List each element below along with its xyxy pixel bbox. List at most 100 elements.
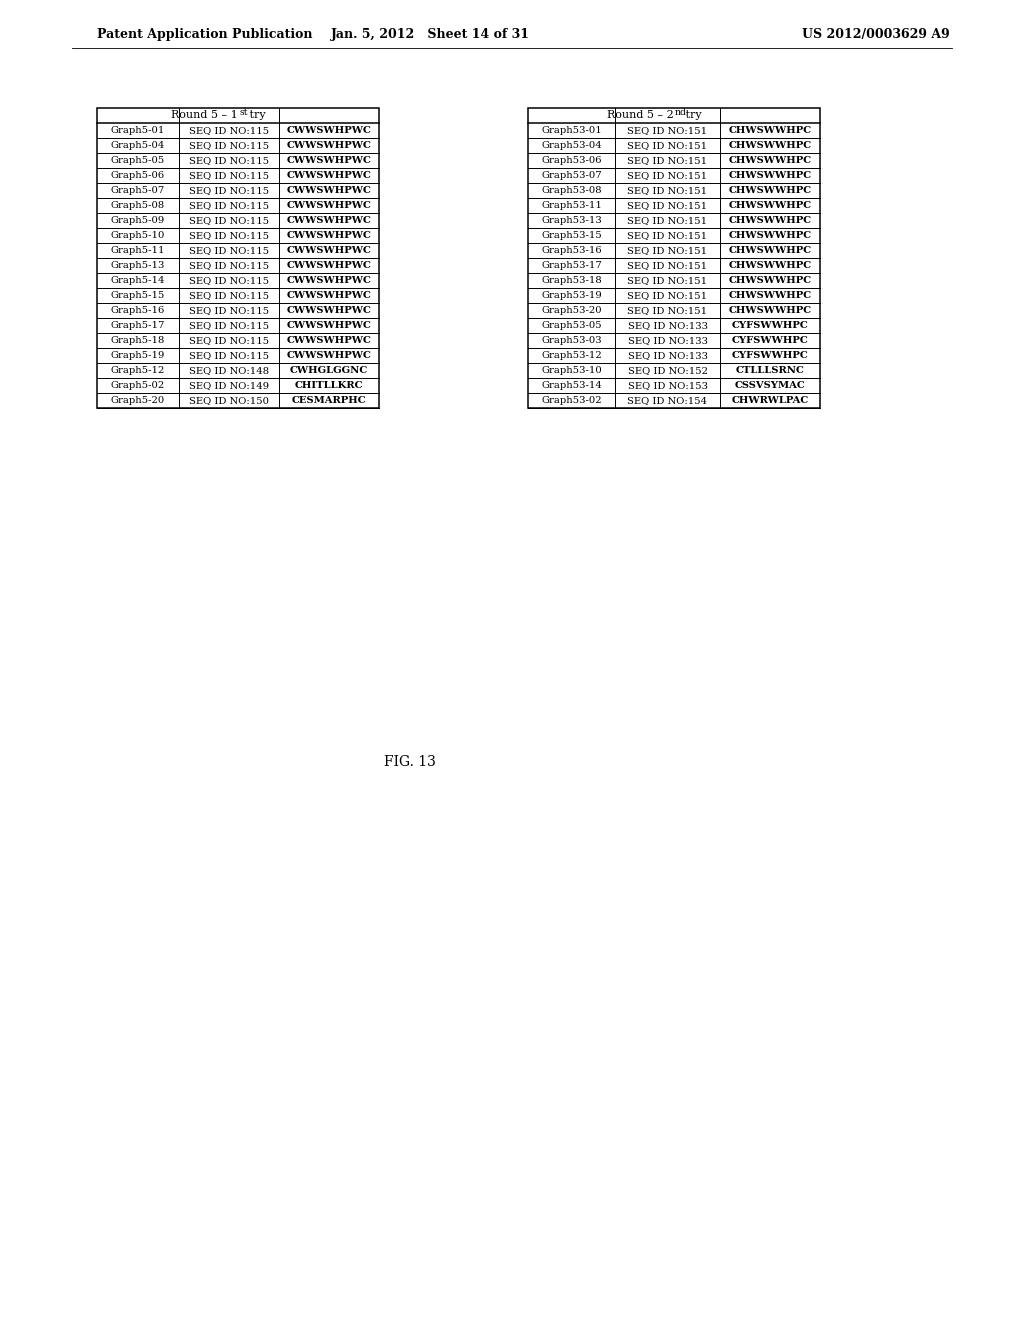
Text: Graph53-17: Graph53-17: [541, 261, 602, 271]
Text: Graph53-13: Graph53-13: [541, 216, 602, 224]
Text: Graph53-19: Graph53-19: [541, 290, 602, 300]
Text: Graph53-04: Graph53-04: [541, 141, 602, 150]
Text: SEQ ID NO:133: SEQ ID NO:133: [628, 337, 708, 345]
Text: CTLLLSRNC: CTLLLSRNC: [735, 366, 805, 375]
Text: Graph5-19: Graph5-19: [111, 351, 165, 360]
Text: Graph5-09: Graph5-09: [111, 216, 165, 224]
Text: CWWSWHPWC: CWWSWHPWC: [287, 276, 372, 285]
Text: CWWSWHPWC: CWWSWHPWC: [287, 246, 372, 255]
Text: SEQ ID NO:115: SEQ ID NO:115: [189, 351, 269, 360]
Text: CHWSWWHPC: CHWSWWHPC: [728, 125, 812, 135]
Text: SEQ ID NO:115: SEQ ID NO:115: [189, 156, 269, 165]
Text: CWWSWHPWC: CWWSWHPWC: [287, 186, 372, 195]
Text: Graph53-02: Graph53-02: [542, 396, 602, 405]
Text: CHWSWWHPC: CHWSWWHPC: [728, 306, 812, 315]
Text: SEQ ID NO:153: SEQ ID NO:153: [628, 381, 708, 389]
Text: nd: nd: [675, 108, 687, 116]
Text: CYFSWWHPC: CYFSWWHPC: [731, 337, 808, 345]
Text: SEQ ID NO:115: SEQ ID NO:115: [189, 125, 269, 135]
Text: SEQ ID NO:115: SEQ ID NO:115: [189, 290, 269, 300]
Text: CWWSWHPWC: CWWSWHPWC: [287, 156, 372, 165]
Text: SEQ ID NO:151: SEQ ID NO:151: [628, 216, 708, 224]
Text: SEQ ID NO:154: SEQ ID NO:154: [628, 396, 708, 405]
Text: CWWSWHPWC: CWWSWHPWC: [287, 351, 372, 360]
Text: SEQ ID NO:151: SEQ ID NO:151: [628, 125, 708, 135]
Text: Graph53-18: Graph53-18: [541, 276, 602, 285]
Text: SEQ ID NO:151: SEQ ID NO:151: [628, 186, 708, 195]
Text: CYFSWWHPC: CYFSWWHPC: [731, 351, 808, 360]
Text: st: st: [239, 108, 248, 116]
Text: CHWSWWHPC: CHWSWWHPC: [728, 246, 812, 255]
Text: SEQ ID NO:152: SEQ ID NO:152: [628, 366, 708, 375]
Text: SEQ ID NO:115: SEQ ID NO:115: [189, 141, 269, 150]
Text: Graph5-10: Graph5-10: [111, 231, 165, 240]
Text: Graph53-15: Graph53-15: [541, 231, 602, 240]
Text: SEQ ID NO:133: SEQ ID NO:133: [628, 351, 708, 360]
Text: Graph5-11: Graph5-11: [111, 246, 165, 255]
Text: Graph5-13: Graph5-13: [111, 261, 165, 271]
Text: SEQ ID NO:151: SEQ ID NO:151: [628, 306, 708, 315]
Text: Graph5-08: Graph5-08: [111, 201, 165, 210]
Text: try: try: [247, 111, 266, 120]
Text: SEQ ID NO:151: SEQ ID NO:151: [628, 141, 708, 150]
Text: Graph53-05: Graph53-05: [542, 321, 602, 330]
Text: CWWSWHPWC: CWWSWHPWC: [287, 141, 372, 150]
Text: Graph53-07: Graph53-07: [542, 172, 602, 180]
Text: CWWSWHPWC: CWWSWHPWC: [287, 231, 372, 240]
Text: Round 5 – 1: Round 5 – 1: [171, 111, 238, 120]
Text: CHWSWWHPC: CHWSWWHPC: [728, 276, 812, 285]
Text: CWWSWHPWC: CWWSWHPWC: [287, 337, 372, 345]
Text: SEQ ID NO:150: SEQ ID NO:150: [189, 396, 269, 405]
Text: Graph5-14: Graph5-14: [111, 276, 165, 285]
Text: CHWSWWHPC: CHWSWWHPC: [728, 141, 812, 150]
Text: Patent Application Publication: Patent Application Publication: [97, 28, 312, 41]
Text: Graph5-06: Graph5-06: [111, 172, 165, 180]
Text: Graph5-05: Graph5-05: [111, 156, 165, 165]
Text: CHWSWWHPC: CHWSWWHPC: [728, 172, 812, 180]
Text: CWHGLGGNC: CWHGLGGNC: [290, 366, 368, 375]
Text: Round 5 – 2: Round 5 – 2: [607, 111, 674, 120]
Text: SEQ ID NO:151: SEQ ID NO:151: [628, 172, 708, 180]
Text: SEQ ID NO:151: SEQ ID NO:151: [628, 261, 708, 271]
Text: Graph5-17: Graph5-17: [111, 321, 165, 330]
Text: SEQ ID NO:148: SEQ ID NO:148: [189, 366, 269, 375]
Text: CWWSWHPWC: CWWSWHPWC: [287, 261, 372, 271]
Text: Graph53-11: Graph53-11: [541, 201, 602, 210]
Text: Graph53-20: Graph53-20: [542, 306, 602, 315]
Text: Graph53-03: Graph53-03: [542, 337, 602, 345]
Text: SEQ ID NO:115: SEQ ID NO:115: [189, 276, 269, 285]
Text: CHWSWWHPC: CHWSWWHPC: [728, 231, 812, 240]
Text: CHWSWWHPC: CHWSWWHPC: [728, 261, 812, 271]
Text: Graph53-01: Graph53-01: [541, 125, 602, 135]
Text: SEQ ID NO:115: SEQ ID NO:115: [189, 231, 269, 240]
Text: Graph53-10: Graph53-10: [541, 366, 602, 375]
Text: CSSVSYMAC: CSSVSYMAC: [734, 381, 805, 389]
Bar: [97, 108, 379, 408]
Text: CYFSWWHPC: CYFSWWHPC: [731, 321, 808, 330]
Text: SEQ ID NO:151: SEQ ID NO:151: [628, 290, 708, 300]
Text: CHWSWWHPC: CHWSWWHPC: [728, 156, 812, 165]
Text: SEQ ID NO:115: SEQ ID NO:115: [189, 337, 269, 345]
Text: CHITLLKRC: CHITLLKRC: [295, 381, 364, 389]
Text: Graph53-14: Graph53-14: [541, 381, 602, 389]
Text: Graph5-01: Graph5-01: [111, 125, 165, 135]
Text: CWWSWHPWC: CWWSWHPWC: [287, 290, 372, 300]
Text: Graph5-02: Graph5-02: [111, 381, 165, 389]
Text: Graph53-16: Graph53-16: [542, 246, 602, 255]
Text: CWWSWHPWC: CWWSWHPWC: [287, 201, 372, 210]
Text: CWWSWHPWC: CWWSWHPWC: [287, 125, 372, 135]
Text: SEQ ID NO:151: SEQ ID NO:151: [628, 156, 708, 165]
Text: SEQ ID NO:115: SEQ ID NO:115: [189, 201, 269, 210]
Text: SEQ ID NO:115: SEQ ID NO:115: [189, 246, 269, 255]
Text: SEQ ID NO:151: SEQ ID NO:151: [628, 231, 708, 240]
Text: CWWSWHPWC: CWWSWHPWC: [287, 321, 372, 330]
Text: Jan. 5, 2012   Sheet 14 of 31: Jan. 5, 2012 Sheet 14 of 31: [331, 28, 529, 41]
Bar: [528, 108, 820, 408]
Text: SEQ ID NO:115: SEQ ID NO:115: [189, 321, 269, 330]
Text: Graph5-12: Graph5-12: [111, 366, 165, 375]
Text: SEQ ID NO:149: SEQ ID NO:149: [189, 381, 269, 389]
Text: SEQ ID NO:151: SEQ ID NO:151: [628, 246, 708, 255]
Text: SEQ ID NO:115: SEQ ID NO:115: [189, 216, 269, 224]
Text: SEQ ID NO:115: SEQ ID NO:115: [189, 261, 269, 271]
Text: SEQ ID NO:151: SEQ ID NO:151: [628, 201, 708, 210]
